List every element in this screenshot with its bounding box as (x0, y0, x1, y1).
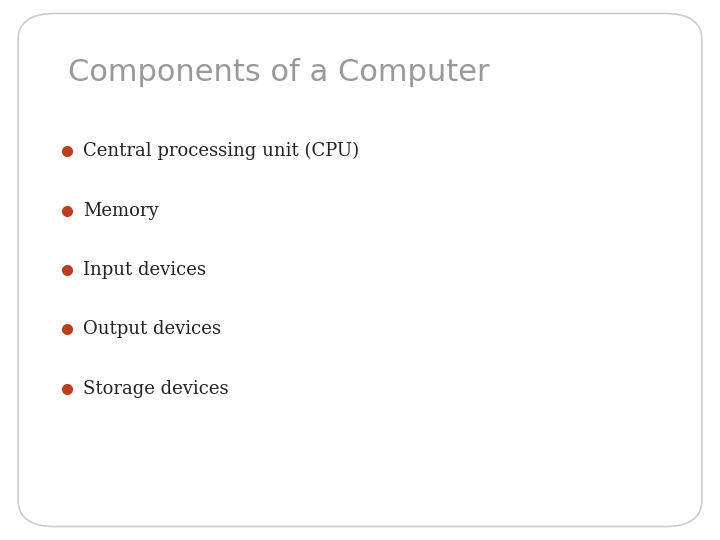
Text: Storage devices: Storage devices (83, 380, 228, 398)
Text: Output devices: Output devices (83, 320, 221, 339)
Text: Memory: Memory (83, 201, 158, 220)
Text: Components of a Computer: Components of a Computer (68, 58, 490, 87)
FancyBboxPatch shape (18, 14, 702, 526)
Text: Input devices: Input devices (83, 261, 206, 279)
Text: Central processing unit (CPU): Central processing unit (CPU) (83, 142, 359, 160)
